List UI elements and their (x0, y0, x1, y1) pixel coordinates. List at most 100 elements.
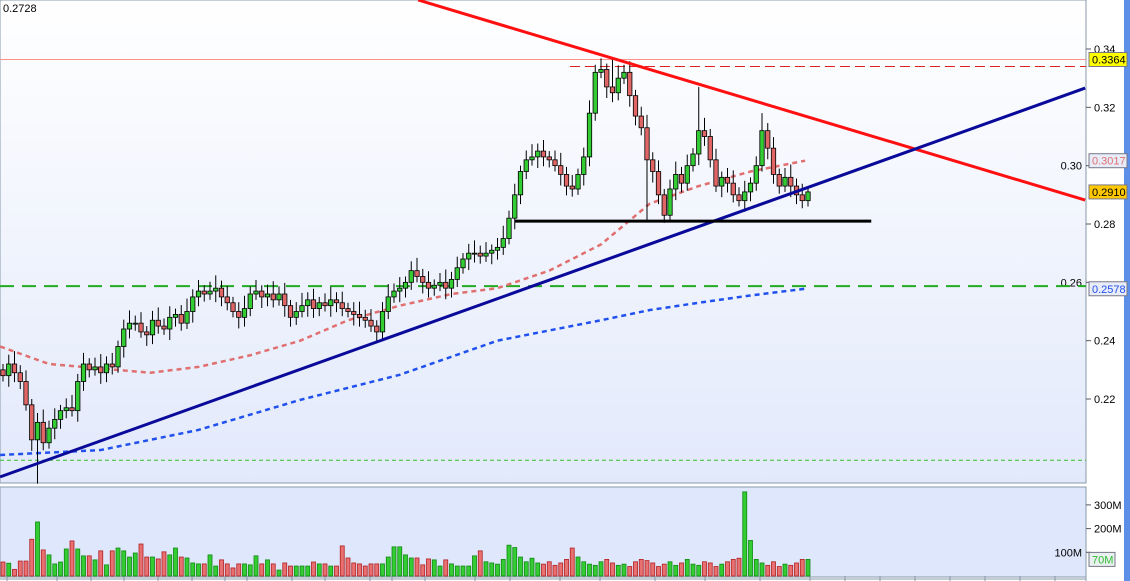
volume-bar (316, 563, 322, 577)
volume-bar (719, 563, 725, 577)
volume-tick-label: 100M (1054, 547, 1082, 559)
volume-bar (759, 562, 765, 577)
volume-bar (219, 559, 224, 577)
candle-down (29, 404, 35, 441)
volume-tick-label: 300M (1094, 500, 1122, 512)
candle-up (581, 156, 587, 175)
volume-bar (86, 555, 92, 577)
volume-bar (322, 563, 328, 577)
price-label-box (1088, 281, 1128, 297)
candle-down (558, 165, 564, 175)
candle-up (328, 299, 334, 307)
volume-bar (477, 550, 483, 577)
volume-bar (707, 562, 713, 577)
volume-bar (506, 544, 512, 577)
candle-up (63, 407, 69, 412)
volume-bar (201, 563, 207, 577)
candle-down (443, 281, 449, 289)
volume-bar (610, 562, 615, 577)
price-tick-label: 0.24 (1094, 336, 1115, 348)
candle-down (270, 293, 276, 301)
candle-down (569, 185, 575, 190)
candle-down (310, 299, 317, 309)
volume-bar (150, 556, 155, 577)
candle-down (644, 127, 650, 161)
volume-bar (236, 563, 242, 577)
candle-up (494, 246, 501, 251)
volume-bar (247, 564, 253, 577)
volume-bar (121, 550, 127, 577)
price-label: 0.2910 (1092, 187, 1126, 199)
candle-up (253, 290, 259, 295)
candle-up (75, 381, 81, 412)
volume-bar (391, 546, 397, 577)
volume-bar (23, 560, 29, 577)
candle-up (437, 281, 443, 286)
volume-bar (265, 559, 270, 577)
price-panel (0, 0, 1087, 484)
volume-bar (115, 547, 121, 577)
candle-up (293, 311, 299, 318)
candle-down (724, 176, 731, 184)
volume-bar (483, 561, 489, 577)
candle-up (673, 174, 679, 190)
volume-bar (518, 556, 523, 577)
volume-bar (178, 556, 184, 577)
volume-bar (109, 550, 115, 577)
candle-up (506, 217, 512, 239)
volume-bar (443, 559, 449, 577)
volume-bar (0, 561, 6, 577)
volume-bar (414, 557, 420, 577)
candle-down (788, 176, 794, 187)
candle-up (431, 284, 437, 289)
volume-bar (679, 562, 684, 577)
price-tick-label: 0.30 (1061, 161, 1082, 173)
volume-bar (437, 565, 443, 577)
volume-bar (397, 546, 403, 577)
volume-label-box (1088, 551, 1116, 567)
candle-up (149, 319, 156, 336)
candle-up (92, 366, 98, 371)
volume-bar (431, 559, 437, 577)
volume-bar (788, 564, 794, 577)
volume-bar (489, 562, 495, 577)
candle-up (598, 69, 604, 73)
candle-down (339, 302, 345, 309)
volume-bar (690, 563, 696, 577)
candle-up (621, 71, 627, 79)
candle-down (420, 276, 426, 283)
candle-down (230, 302, 236, 312)
candle-down (259, 290, 265, 298)
volume-bar (270, 563, 276, 577)
volume-bar (546, 561, 552, 577)
price-tick-label: 0.32 (1094, 102, 1115, 114)
volume-bar (776, 566, 782, 577)
candle-up (460, 258, 466, 269)
volume-bar (730, 559, 736, 577)
volume-bar (598, 561, 604, 577)
candle-up (454, 267, 460, 280)
candle-up (34, 421, 41, 441)
candle-up (121, 328, 127, 347)
candle-down (707, 136, 713, 161)
volume-bar (771, 561, 776, 577)
volume-bar (742, 491, 748, 577)
trend-line (417, 0, 1086, 202)
candle-up (466, 252, 472, 260)
volume-bar (167, 554, 173, 577)
volume-bar (144, 556, 150, 577)
volume-bar (58, 561, 63, 577)
volume-bar (656, 566, 661, 577)
volume-bar (374, 563, 380, 577)
volume-bar (500, 559, 506, 577)
volume-bar (575, 556, 581, 577)
candle-down (236, 311, 242, 318)
volume-bar (748, 540, 753, 577)
volume-bar (535, 562, 541, 577)
candle-down (638, 115, 644, 129)
candle-up (500, 238, 506, 248)
candle-down (178, 314, 184, 324)
candle-down (730, 182, 736, 196)
volume-label: 70M (1092, 554, 1113, 566)
